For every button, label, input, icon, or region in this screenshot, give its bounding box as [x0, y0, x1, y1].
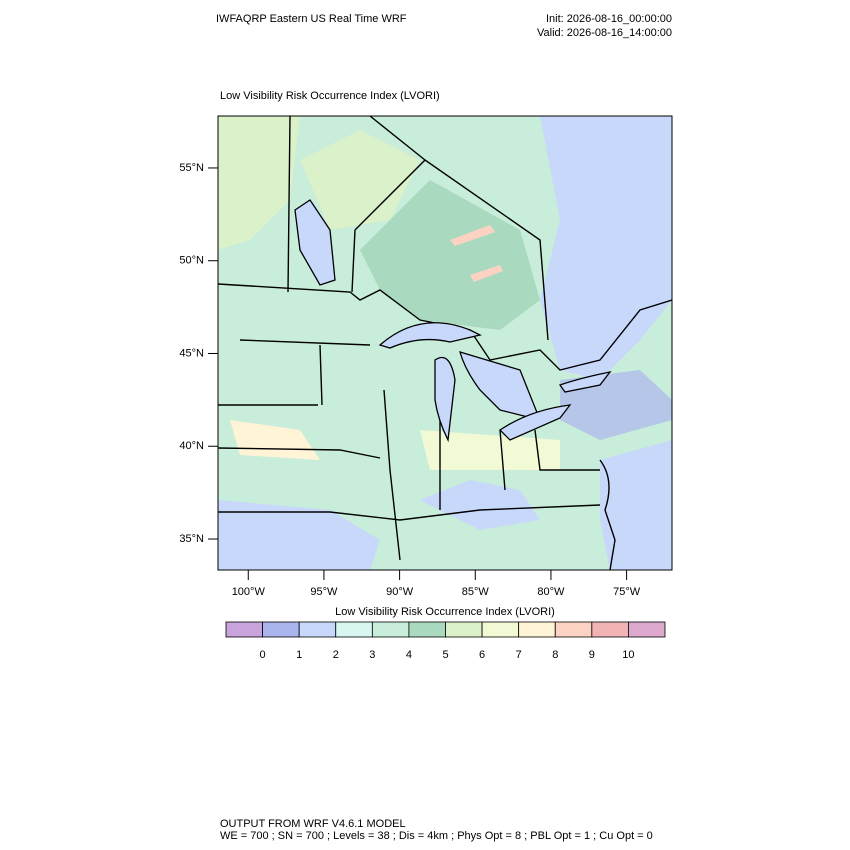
lat-label: 35°N — [179, 533, 204, 545]
map-field — [218, 116, 672, 570]
valid-time: Valid: 2026-08-16_14:00:00 — [537, 27, 672, 39]
colorbar-label: 5 — [442, 649, 448, 661]
lon-label: 75°W — [613, 586, 641, 598]
colorbar-label: 0 — [260, 649, 266, 661]
colorbar-box — [408, 621, 446, 638]
colorbar-box — [298, 621, 337, 638]
colorbar-box — [335, 621, 373, 638]
colorbar-label: 7 — [516, 649, 522, 661]
colorbar-label: 10 — [622, 649, 634, 661]
colorbar-label: 3 — [369, 649, 375, 661]
lon-label: 95°W — [310, 586, 338, 598]
colorbar-box — [481, 621, 520, 638]
footer-line: WE = 700 ; SN = 700 ; Levels = 38 ; Dis … — [220, 830, 653, 842]
colorbar-label: 9 — [589, 649, 595, 661]
colorbar-title: Low Visibility Risk Occurrence Index (LV… — [335, 606, 555, 618]
colorbar-label: 4 — [406, 649, 412, 661]
lat-label: 40°N — [179, 440, 204, 452]
lon-label: 90°W — [386, 586, 414, 598]
colorbar-box — [225, 621, 263, 638]
colorbar-box — [554, 621, 593, 638]
lon-label: 80°W — [537, 586, 565, 598]
colorbar-label: 6 — [479, 649, 485, 661]
colorbar-box — [628, 621, 666, 638]
map-subtitle: Low Visibility Risk Occurrence Index (LV… — [220, 90, 440, 102]
title: IWFAQRP Eastern US Real Time WRF — [216, 13, 407, 25]
lat-label: 45°N — [179, 347, 204, 359]
colorbar-label: 1 — [296, 649, 302, 661]
colorbar-box — [262, 621, 300, 638]
init-time: Init: 2026-08-16_00:00:00 — [546, 13, 672, 25]
lat-label: 50°N — [179, 255, 204, 267]
colorbar-box — [518, 621, 556, 638]
colorbar-label: 8 — [552, 649, 558, 661]
lat-label: 55°N — [179, 162, 204, 174]
colorbar-label: 2 — [333, 649, 339, 661]
colorbar-box — [445, 621, 483, 638]
lon-label: 100°W — [232, 586, 266, 598]
footer-line: OUTPUT FROM WRF V4.6.1 MODEL — [220, 818, 406, 830]
colorbar-box — [371, 621, 410, 638]
map-frame — [217, 115, 673, 571]
lon-label: 85°W — [462, 586, 490, 598]
colorbar-box — [591, 621, 629, 638]
